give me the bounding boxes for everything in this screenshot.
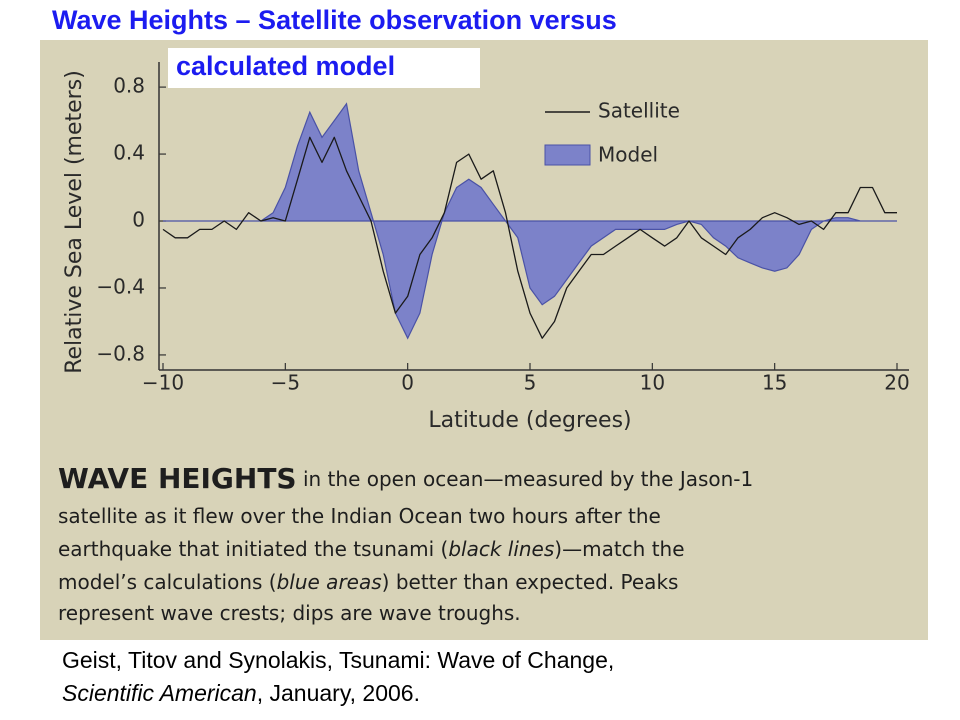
caption-line: satellite as it flew over the Indian Oce… (58, 504, 661, 528)
title-background (168, 48, 480, 88)
x-tick-label: 5 (524, 371, 537, 395)
y-tick-label: 0 (132, 208, 145, 232)
caption-line: WAVE HEIGHTS in the open ocean—measured … (58, 462, 753, 495)
x-tick-label: −10 (142, 371, 184, 395)
y-tick-label: −0.4 (96, 274, 145, 298)
caption-line: represent wave crests; dips are wave tro… (58, 601, 521, 625)
satellite-line (162, 136, 897, 339)
caption-text: blue areas (277, 570, 382, 594)
citation-text: , January, 2006. (257, 680, 420, 706)
citation-text: Geist, Titov and Synolakis, Tsunami: Wav… (62, 647, 614, 673)
citation-line: Scientific American, January, 2006. (62, 680, 420, 706)
x-tick-label: 0 (401, 371, 414, 395)
caption-text: represent wave crests; dips are wave tro… (58, 601, 521, 625)
legend-label: Satellite (598, 99, 680, 123)
citation: Geist, Titov and Synolakis, Tsunami: Wav… (62, 647, 614, 706)
x-tick-label: 10 (640, 371, 665, 395)
y-tick-label: −0.8 (96, 341, 145, 365)
figure-background (40, 40, 928, 640)
slide-title: Wave Heights – Satellite observation ver… (52, 5, 617, 35)
x-axis-label: Latitude (degrees) (428, 408, 631, 433)
caption-text: ) better than expected. Peaks (382, 570, 679, 594)
citation-line: Geist, Titov and Synolakis, Tsunami: Wav… (62, 647, 614, 673)
caption-text: WAVE HEIGHTS (58, 462, 297, 495)
y-tick-label: 0.4 (113, 141, 145, 165)
caption: WAVE HEIGHTS in the open ocean—measured … (58, 462, 753, 625)
y-axis-label: Relative Sea Level (meters) (62, 70, 87, 374)
caption-text: in the open ocean—measured by the Jason-… (297, 467, 754, 491)
chart: 0.8 0.4 0 −0.4 −0.8 −10 −5 0 5 10 15 20 (96, 62, 910, 395)
legend-label: Model (598, 143, 658, 167)
title-background (0, 0, 960, 40)
caption-text: model’s calculations ( (58, 570, 277, 594)
caption-text: earthquake that initiated the tsunami ( (58, 537, 448, 561)
y-tick-label: 0.8 (113, 74, 145, 98)
x-tick-label: −5 (271, 371, 300, 395)
x-tick-label: 15 (762, 371, 787, 395)
x-tick-label: 20 (884, 371, 909, 395)
caption-text: black lines (448, 537, 554, 561)
citation-text: Scientific American (62, 680, 257, 706)
model-area (163, 102, 897, 340)
caption-text: )—match the (554, 537, 684, 561)
caption-line: earthquake that initiated the tsunami (b… (58, 537, 685, 561)
caption-line: model’s calculations (blue areas) better… (58, 570, 678, 594)
slide-title: calculated model (176, 51, 395, 81)
legend-swatch (544, 144, 591, 166)
caption-text: satellite as it flew over the Indian Oce… (58, 504, 661, 528)
